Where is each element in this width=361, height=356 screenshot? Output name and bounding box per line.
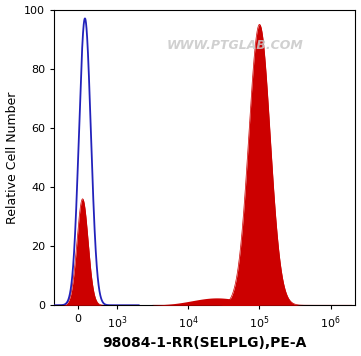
X-axis label: 98084-1-RR(SELPLG),PE-A: 98084-1-RR(SELPLG),PE-A [103,336,307,350]
Text: WWW.PTGLAB.COM: WWW.PTGLAB.COM [166,38,303,52]
Y-axis label: Relative Cell Number: Relative Cell Number [5,91,18,224]
